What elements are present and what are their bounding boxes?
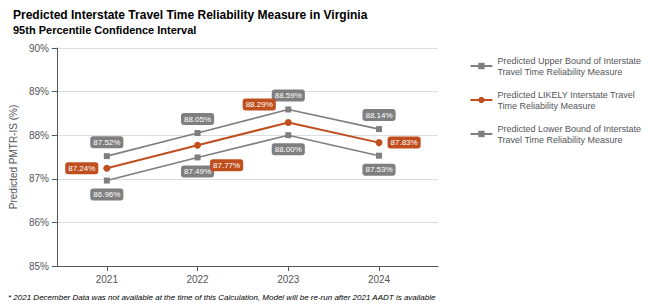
svg-text:86%: 86% <box>29 217 49 228</box>
svg-text:Travel Time Reliability Measur: Travel Time Reliability Measure <box>497 135 622 145</box>
svg-text:2021: 2021 <box>96 274 119 285</box>
svg-text:87.83%: 87.83% <box>391 138 418 147</box>
svg-text:2022: 2022 <box>186 274 209 285</box>
svg-text:95th Percentile Confidence Int: 95th Percentile Confidence Interval <box>13 24 196 36</box>
svg-text:87.49%: 87.49% <box>184 167 211 176</box>
svg-text:Predicted PMTR-IS (%): Predicted PMTR-IS (%) <box>8 105 19 209</box>
svg-text:Predicted Lower Bound of Inter: Predicted Lower Bound of Interstate <box>497 124 641 134</box>
svg-text:Predicted Upper Bound of Inter: Predicted Upper Bound of Interstate <box>497 56 641 66</box>
svg-text:87.24%: 87.24% <box>68 164 95 173</box>
svg-text:86.96%: 86.96% <box>93 190 120 199</box>
svg-text:88.29%: 88.29% <box>246 100 273 109</box>
svg-text:Time Reliability Measure: Time Reliability Measure <box>497 101 595 111</box>
svg-text:87.53%: 87.53% <box>365 165 392 174</box>
svg-text:90%: 90% <box>29 43 49 54</box>
svg-text:88%: 88% <box>29 130 49 141</box>
svg-text:88.00%: 88.00% <box>275 145 302 154</box>
svg-text:87.52%: 87.52% <box>93 138 120 147</box>
svg-text:Predicted LIKELY Interstate Tr: Predicted LIKELY Interstate Travel <box>497 90 634 100</box>
svg-text:2024: 2024 <box>368 274 391 285</box>
svg-text:88.14%: 88.14% <box>365 111 392 120</box>
svg-text:88.59%: 88.59% <box>275 91 302 100</box>
svg-text:88.05%: 88.05% <box>184 115 211 124</box>
svg-text:87%: 87% <box>29 173 49 184</box>
svg-text:87.77%: 87.77% <box>213 161 240 170</box>
svg-text:Travel Time Reliability Measur: Travel Time Reliability Measure <box>497 67 622 77</box>
svg-text:2023: 2023 <box>277 274 300 285</box>
svg-text:Predicted Interstate Travel Ti: Predicted Interstate Travel Time Reliabi… <box>13 8 368 22</box>
svg-text:* 2021 December Data was not a: * 2021 December Data was not available a… <box>8 293 436 302</box>
svg-text:89%: 89% <box>29 86 49 97</box>
svg-text:85%: 85% <box>29 261 49 272</box>
